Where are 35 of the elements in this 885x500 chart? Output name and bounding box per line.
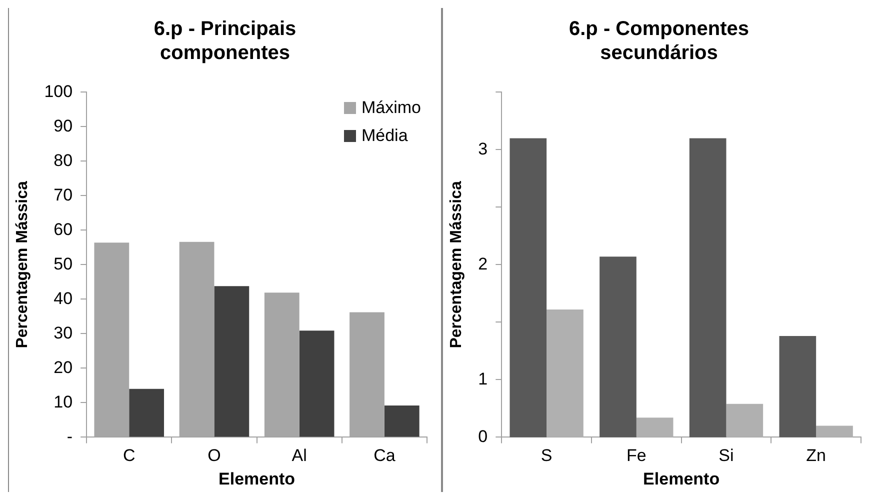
bar	[214, 286, 250, 437]
y-tick-label: 90	[54, 116, 73, 136]
y-axis-title: Percentagem Mássica	[14, 180, 32, 348]
x-tick-label: O	[208, 446, 221, 466]
y-tick-label: 100	[44, 82, 73, 101]
y-tick-label: 1	[478, 369, 488, 388]
y-tick-label: 70	[54, 185, 73, 204]
y-tick-label: 3	[478, 139, 488, 158]
y-tick-label: 2	[478, 254, 488, 274]
legend-label: Média	[361, 126, 408, 146]
x-axis-title: Elemento	[643, 469, 720, 488]
chart-title: 6.p - Principais componentes	[152, 17, 298, 65]
bar	[129, 388, 164, 437]
chart-title: 6.p - Componentes secundários	[568, 17, 750, 65]
x-tick-label: Zn	[806, 446, 826, 466]
x-tick-label: Ca	[374, 446, 396, 466]
y-tick-label: 20	[54, 358, 73, 377]
x-tick-label: S	[540, 446, 552, 466]
x-tick-label: C	[122, 446, 136, 466]
bar	[384, 405, 420, 437]
legend-label: Máximo	[361, 98, 421, 118]
y-tick-label: 10	[54, 392, 73, 412]
y-tick-label: 40	[54, 288, 73, 308]
y-tick-label: 80	[54, 150, 73, 170]
y-tick-label: -	[66, 426, 73, 446]
x-tick-label: Al	[292, 446, 307, 466]
y-tick-label: 30	[54, 323, 73, 342]
bar	[299, 330, 334, 437]
y-axis-title: Percentagem Mássica	[448, 180, 466, 348]
x-tick-label: Si	[718, 446, 734, 466]
x-axis-title: Elemento	[218, 469, 296, 488]
y-tick-label: 60	[54, 220, 73, 239]
y-tick-label: 0	[478, 426, 488, 446]
x-tick-label: Fe	[626, 446, 646, 466]
y-tick-label: 50	[54, 254, 73, 274]
